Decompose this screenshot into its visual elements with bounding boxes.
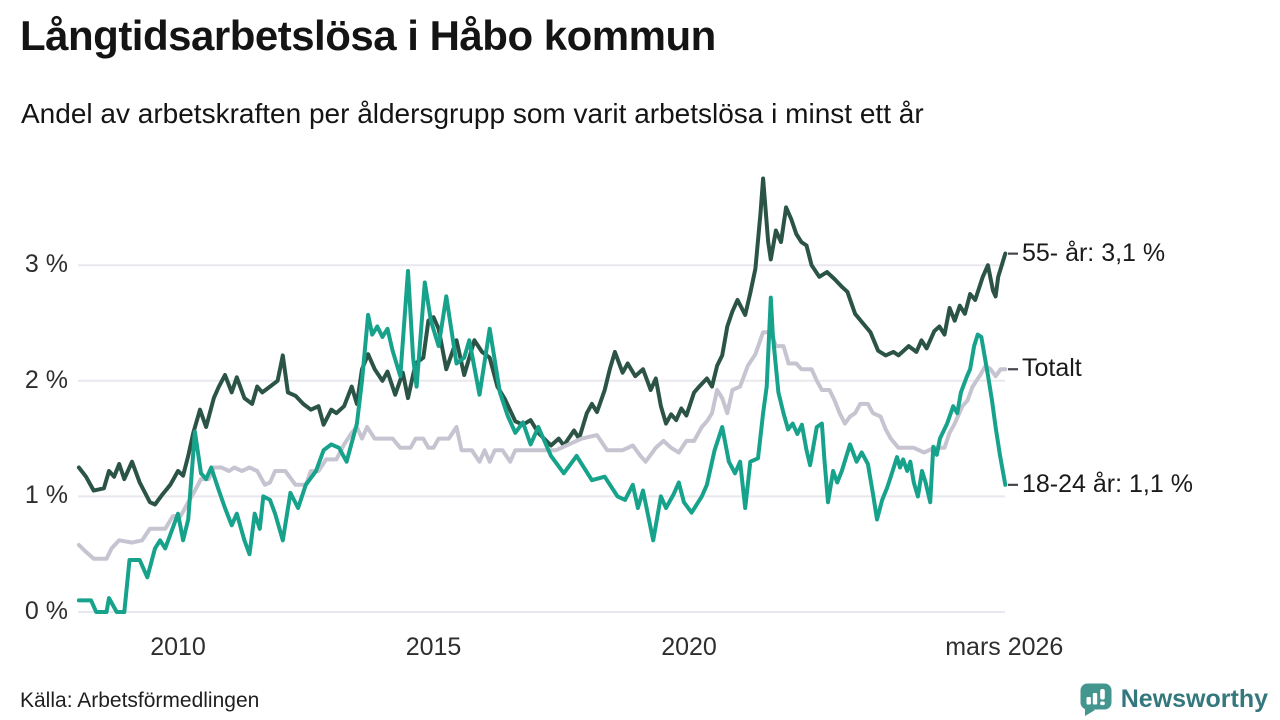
y-tick-label-3: 3 % <box>24 250 68 279</box>
x-tick-label-2015: 2015 <box>405 633 462 661</box>
end-label-totalt: Totalt <box>1022 354 1082 383</box>
y-tick-label-1: 1 % <box>24 481 68 510</box>
y-tick-label-0: 0 % <box>24 596 68 625</box>
end-label-55-ar: 55- år: 3,1 % <box>1022 238 1166 267</box>
end-label-18-24: 18-24 år: 1,1 % <box>1022 469 1193 498</box>
newsworthy-logo: Newsworthy <box>1079 682 1268 717</box>
chart-subtitle: Andel av arbetskraften per åldersgrupp s… <box>21 98 924 129</box>
newsworthy-icon <box>1080 683 1112 716</box>
series-line-55-ar <box>76 176 1008 507</box>
x-tick-label-2020: 2020 <box>661 633 717 661</box>
x-tick-label-mars-2026: mars 2026 <box>945 633 1064 661</box>
page-title: Långtidsarbetslösa i Håbo kommun <box>20 12 716 59</box>
x-tick-label-2010: 2010 <box>150 633 206 661</box>
source-note: Källa: Arbetsförmedlingen <box>20 689 260 712</box>
y-tick-label-2: 2 % <box>24 365 68 394</box>
newsworthy-wordmark: Newsworthy <box>1120 685 1268 713</box>
series-line-totalt <box>76 330 1008 561</box>
series-line-18-24 <box>76 269 1008 614</box>
